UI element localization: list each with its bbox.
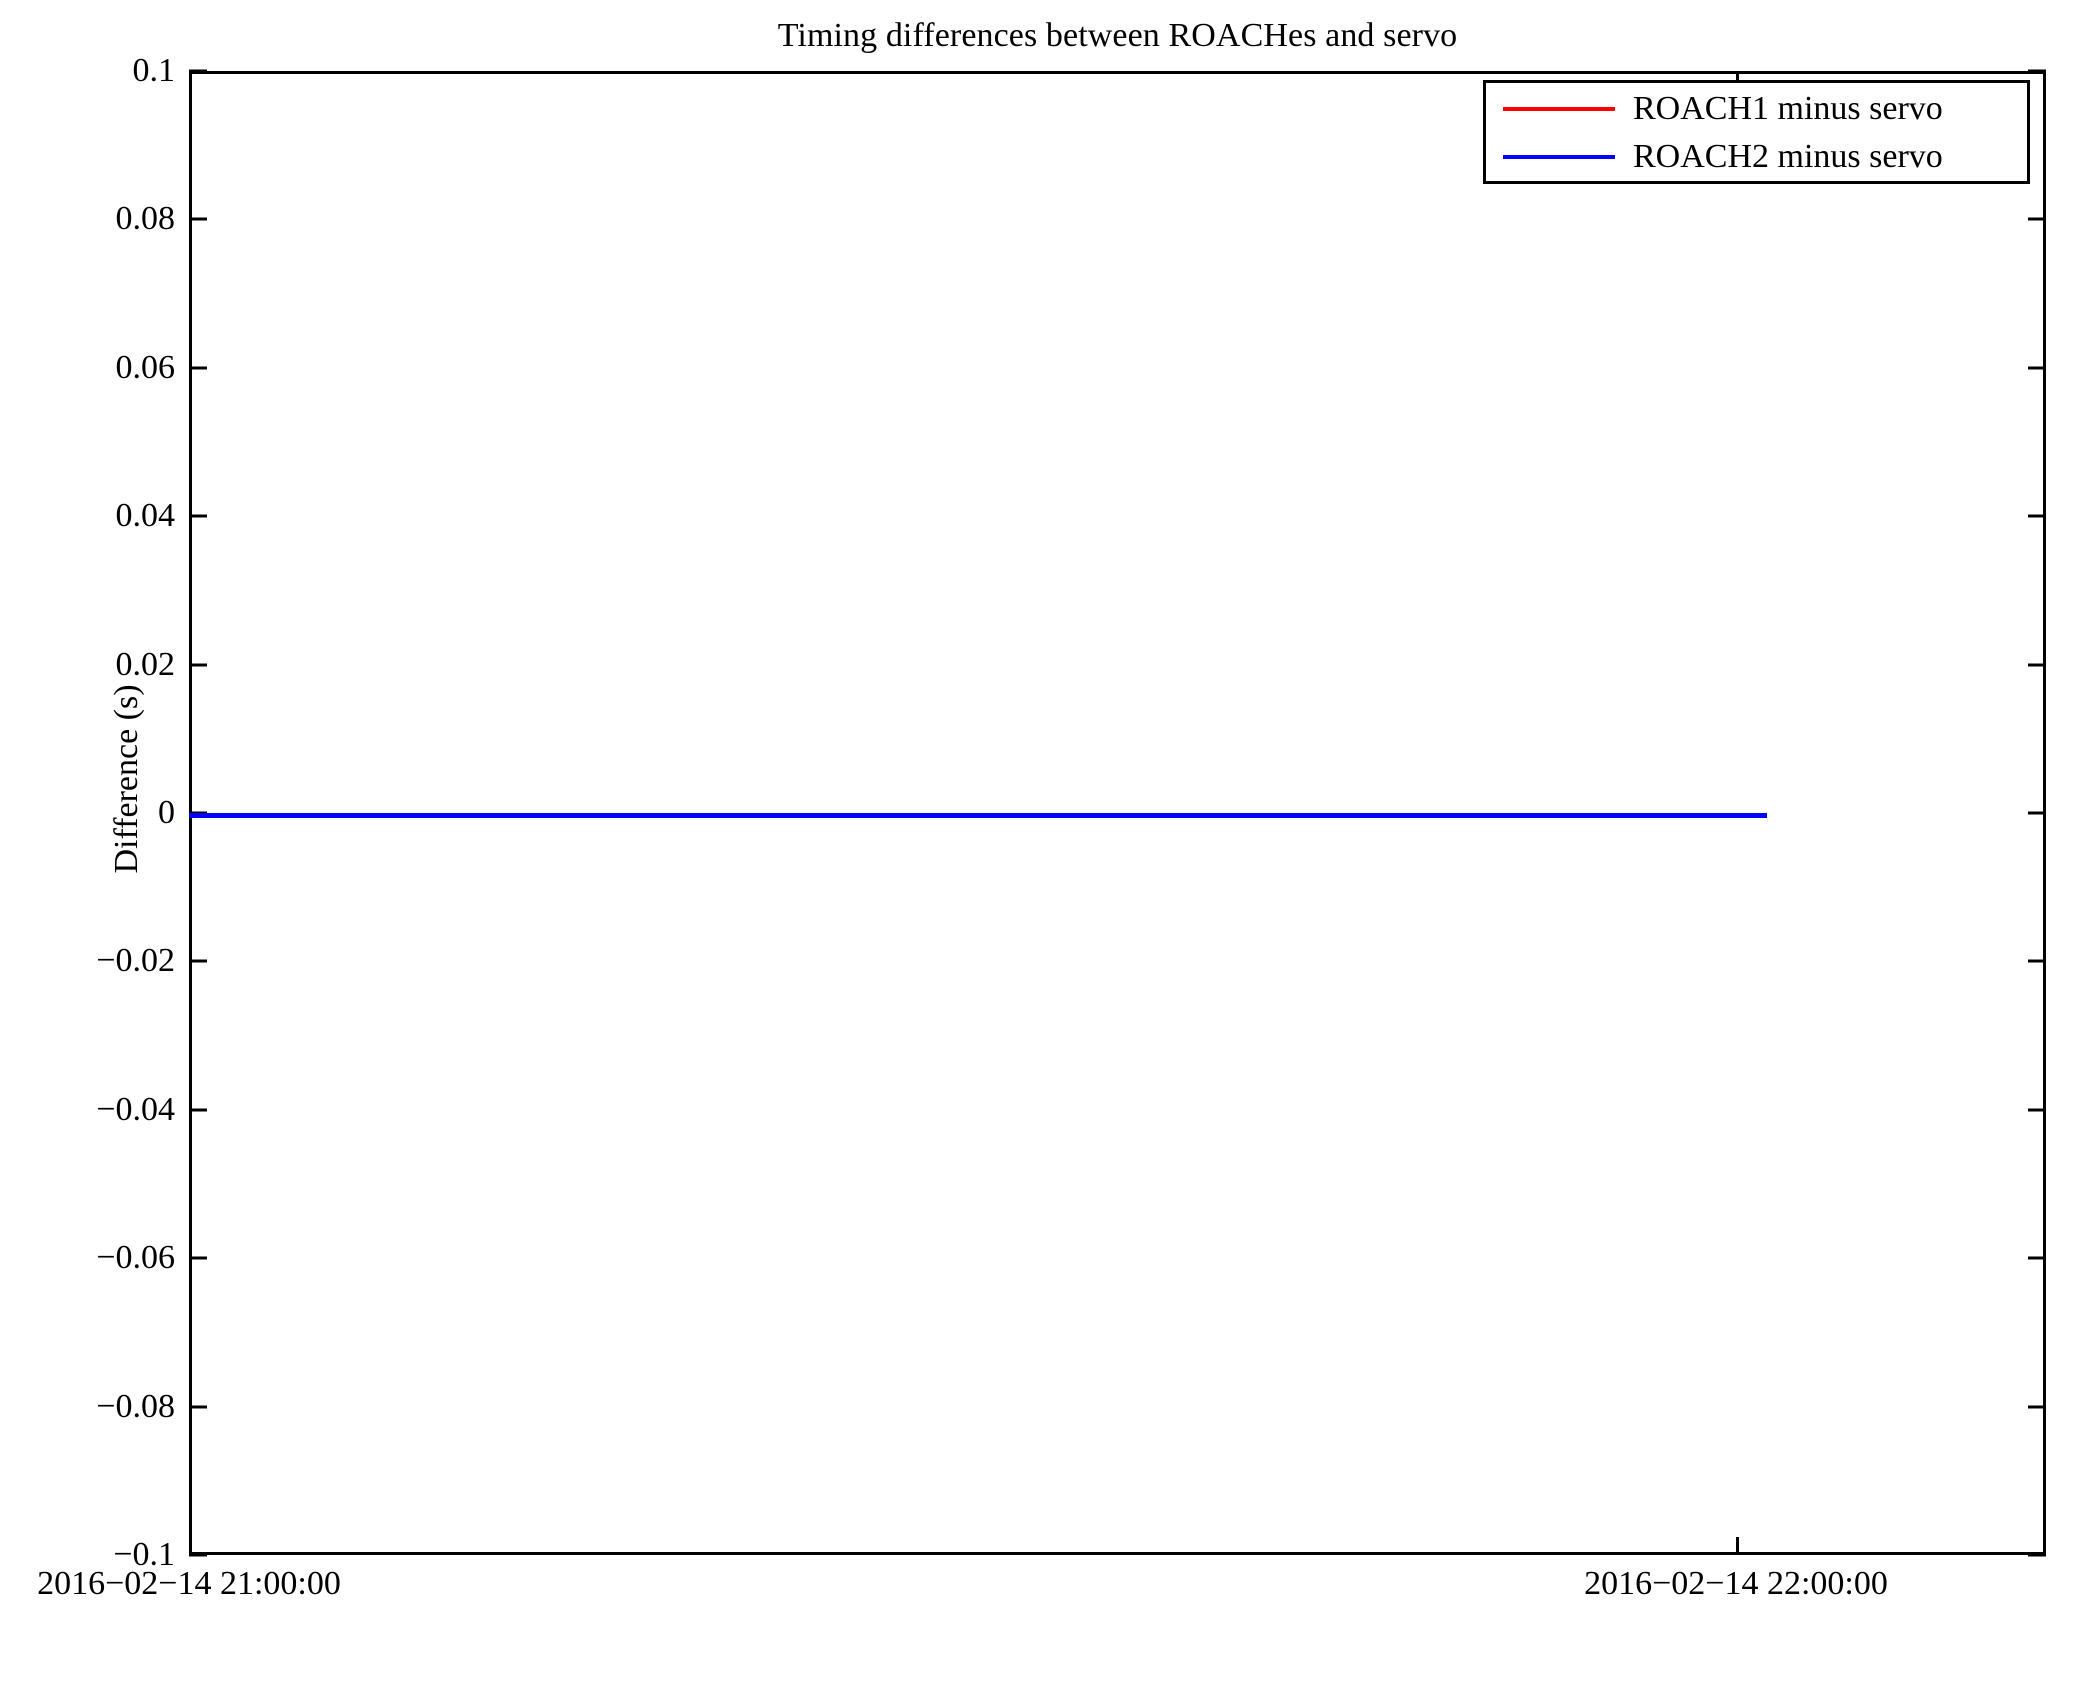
- y-tick-mark-left: [189, 663, 207, 667]
- y-tick-label: 0: [158, 794, 175, 831]
- y-tick-mark-right: [2028, 1256, 2046, 1260]
- y-tick-mark-left: [189, 959, 207, 963]
- y-tick-label: 0.08: [115, 200, 176, 238]
- y-tick-label: 0.02: [115, 645, 176, 683]
- y-tick-label: 0.1: [132, 52, 176, 89]
- y-tick-mark-left: [189, 366, 207, 370]
- y-tick-mark-right: [2028, 811, 2046, 815]
- legend-label-roach2: ROACH2 minus servo: [1633, 138, 1943, 175]
- y-tick-mark-right: [2028, 1108, 2046, 1112]
- legend-line-swatch-red: [1503, 107, 1615, 111]
- y-tick-label: 0.06: [115, 348, 176, 386]
- y-tick-mark-left: [189, 69, 207, 73]
- legend-line-swatch-blue: [1503, 155, 1615, 159]
- y-tick-mark-right: [2028, 1405, 2046, 1409]
- y-tick-mark-right: [2028, 69, 2046, 73]
- y-tick-mark-left: [189, 1405, 207, 1409]
- y-tick-mark-left: [189, 1256, 207, 1260]
- y-tick-label: −0.02: [96, 942, 175, 980]
- y-tick-mark-right: [2028, 514, 2046, 518]
- x-tick-mark-bottom: [1736, 1537, 1739, 1555]
- y-tick-mark-right: [2028, 366, 2046, 370]
- y-tick-mark-right: [2028, 959, 2046, 963]
- legend-label-roach1: ROACH1 minus servo: [1633, 90, 1943, 127]
- y-tick-label: 0.04: [115, 497, 176, 535]
- legend-entry-roach2[interactable]: ROACH2 minus servo: [1486, 133, 2027, 181]
- legend-box: ROACH1 minus servo ROACH2 minus servo: [1483, 80, 2030, 184]
- chart-title: Timing differences between ROACHes and s…: [777, 17, 1458, 54]
- y-tick-mark-left: [189, 514, 207, 518]
- y-tick-label: −0.04: [96, 1090, 175, 1128]
- data-line-roach2: [189, 813, 1768, 818]
- x-tick-label: 2016−02−14 22:00:00: [1584, 1565, 1888, 1602]
- y-tick-mark-left: [189, 1108, 207, 1112]
- y-tick-label: −0.08: [96, 1387, 175, 1425]
- y-tick-label: −0.1: [113, 1536, 175, 1573]
- legend-entry-roach1[interactable]: ROACH1 minus servo: [1486, 85, 2027, 133]
- y-tick-mark-right: [2028, 663, 2046, 667]
- y-tick-mark-right: [2028, 217, 2046, 221]
- y-tick-mark-right: [2028, 1553, 2046, 1557]
- y-tick-mark-left: [189, 217, 207, 221]
- x-tick-label: 2016−02−14 21:00:00: [37, 1565, 341, 1602]
- y-tick-mark-left: [189, 1553, 207, 1557]
- y-tick-label: −0.06: [96, 1239, 175, 1277]
